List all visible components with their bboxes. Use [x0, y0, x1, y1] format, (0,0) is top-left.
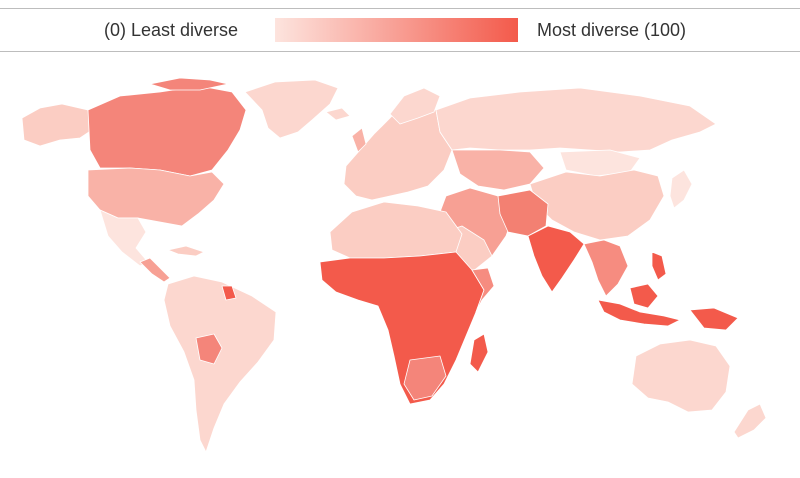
region-indonesia — [597, 299, 681, 327]
region-russia — [435, 87, 717, 153]
region-southern-africa — [403, 355, 447, 401]
region-north-africa — [329, 201, 463, 259]
region-iceland — [325, 107, 351, 121]
region-arctic-islands — [149, 77, 229, 91]
world-map — [0, 60, 800, 478]
region-mexico — [99, 209, 149, 267]
legend-min-label: (0) Least diverse — [104, 20, 239, 40]
region-japan — [669, 169, 693, 209]
region-europe — [343, 103, 453, 201]
legend: (0) Least diverse Most diverse (100) — [0, 8, 800, 52]
region-south-america — [163, 275, 277, 453]
region-philippines — [651, 251, 667, 281]
region-alaska — [21, 103, 93, 147]
region-india — [527, 225, 585, 293]
region-southeast-asia — [583, 239, 629, 297]
legend-max-label: Most diverse (100) — [537, 20, 687, 40]
region-central-america — [139, 257, 171, 283]
world-map-svg — [21, 77, 767, 453]
region-china — [529, 169, 665, 241]
region-new-zealand — [733, 403, 767, 439]
legend-color-scale — [275, 18, 518, 42]
region-canada — [87, 85, 247, 177]
region-greenland — [244, 79, 339, 139]
region-borneo — [629, 283, 659, 309]
region-madagascar — [469, 333, 489, 373]
region-australia — [631, 339, 731, 413]
region-horn-of-africa — [471, 267, 495, 313]
region-guianas — [221, 285, 237, 301]
region-caribbean — [167, 245, 205, 257]
region-papua — [689, 307, 739, 331]
region-scandinavia — [389, 87, 441, 125]
region-iran-pakistan — [497, 189, 549, 237]
region-uk — [351, 127, 367, 153]
region-sub-saharan-africa — [319, 251, 485, 405]
region-bolivia — [195, 333, 223, 365]
